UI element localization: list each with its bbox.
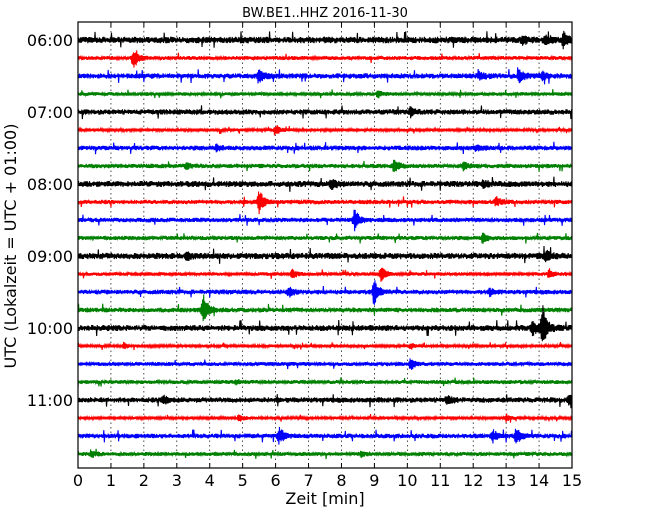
trace-0645: [77, 89, 573, 99]
y-tick-label: 09:00: [27, 247, 73, 266]
axis-ticks: 0 1 2 3 4 5 6 7 8 9 10 11 12 13 14 1506:0007:0008:0009:…: [27, 22, 582, 490]
x-tick-label: 11: [430, 471, 450, 490]
trace-1045: [77, 377, 573, 388]
y-tick-label: 08:00: [27, 175, 73, 194]
trace-0830: [77, 209, 573, 232]
trace-0800: [77, 176, 573, 192]
trace-0630: [77, 67, 573, 85]
x-tick-label: 13: [496, 471, 516, 490]
trace-0600: [77, 30, 573, 50]
trace-0615: [77, 50, 573, 68]
x-tick-label: 14: [529, 471, 549, 490]
trace-1015: [77, 341, 573, 351]
x-axis-label: Zeit [min]: [285, 489, 364, 508]
trace-0930: [77, 280, 573, 305]
trace-0745: [77, 159, 573, 173]
x-tick-label: 15: [562, 471, 582, 490]
trace-1130: [77, 426, 573, 445]
x-tick-label: 4: [205, 471, 215, 490]
y-tick-label: 06:00: [27, 31, 73, 50]
trace-0730: [77, 141, 573, 155]
trace-1115: [77, 413, 573, 423]
y-tick-label: 10:00: [27, 319, 73, 338]
trace-0700: [77, 105, 573, 120]
x-tick-label: 12: [463, 471, 483, 490]
y-tick-label: 11:00: [27, 391, 73, 410]
seismic-traces: [77, 30, 573, 460]
x-tick-label: 1: [106, 471, 116, 490]
trace-0900: [77, 246, 573, 264]
chart-title: BW.BE1..HHZ 2016-11-30: [242, 6, 408, 21]
x-tick-label: 2: [139, 471, 149, 490]
trace-1000: [77, 305, 573, 342]
x-tick-label: 7: [303, 471, 313, 490]
x-tick-label: 10: [397, 471, 417, 490]
y-tick-label: 07:00: [27, 103, 73, 122]
x-tick-label: 6: [271, 471, 281, 490]
trace-0715: [77, 125, 573, 136]
x-tick-label: 5: [238, 471, 248, 490]
trace-0945: [77, 294, 573, 322]
trace-1145: [77, 448, 573, 460]
x-tick-label: 8: [336, 471, 346, 490]
trace-1100: [77, 394, 573, 409]
trace-1030: [77, 358, 573, 370]
x-tick-label: 3: [172, 471, 182, 490]
plot-frame: [77, 21, 573, 469]
x-tick-label: 0: [73, 471, 83, 490]
x-tick-label: 9: [369, 471, 379, 490]
trace-0845: [77, 232, 573, 244]
trace-0815: [77, 191, 573, 215]
y-axis-label: UTC (Lokalzeit = UTC + 01:00): [1, 124, 20, 369]
trace-0915: [77, 267, 573, 282]
